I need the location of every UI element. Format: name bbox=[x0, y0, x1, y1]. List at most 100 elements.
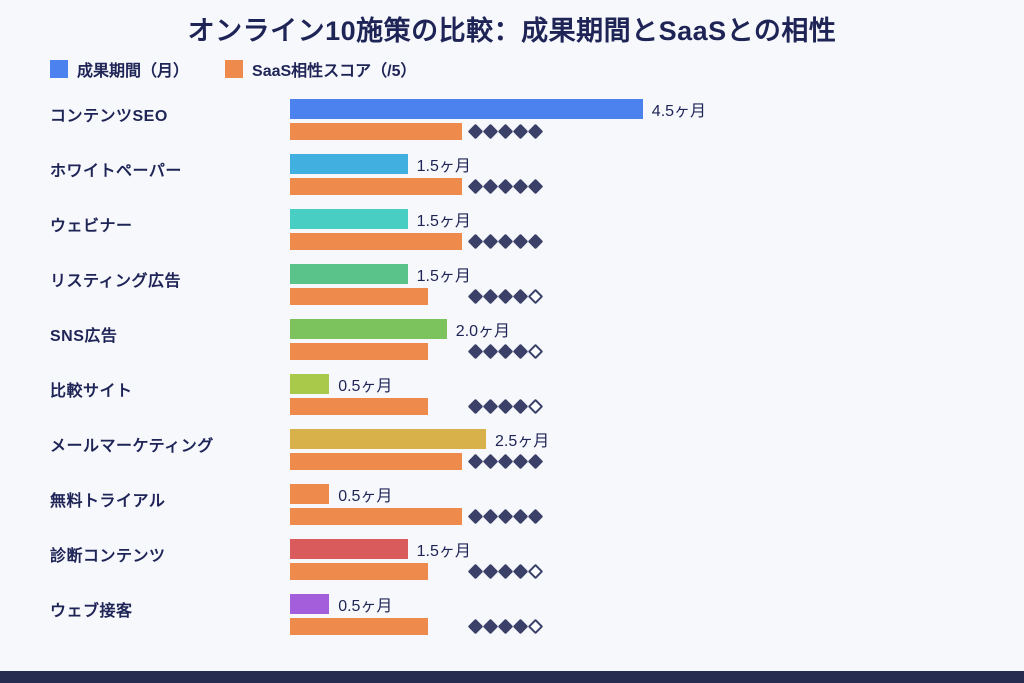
score-diamonds bbox=[467, 508, 544, 525]
legend-swatch-months bbox=[50, 60, 68, 78]
diamond-filled-icon bbox=[512, 508, 529, 525]
diamond-filled-icon bbox=[467, 178, 484, 195]
diamond-filled-icon bbox=[497, 233, 514, 250]
category-label: リスティング広告 bbox=[50, 273, 182, 290]
score-bar-line bbox=[290, 233, 1024, 250]
legend-item-score: SaaS相性スコア（/5） bbox=[225, 57, 417, 81]
diamond-filled-icon bbox=[497, 288, 514, 305]
diamond-filled-icon bbox=[497, 343, 514, 360]
chart-row: 比較サイト 0.5ヶ月 bbox=[0, 374, 1024, 415]
diamond-filled-icon bbox=[482, 398, 499, 415]
month-value-label: 2.0ヶ月 bbox=[455, 323, 511, 340]
row-bars: 0.5ヶ月 bbox=[290, 594, 1024, 635]
diamond-empty-icon bbox=[527, 398, 544, 415]
diamond-empty-icon bbox=[527, 563, 544, 580]
month-bar-line: 1.5ヶ月 bbox=[290, 154, 1024, 175]
chart-row: 無料トライアル 0.5ヶ月 bbox=[0, 484, 1024, 525]
score-bar-line bbox=[290, 288, 1024, 305]
diamond-filled-icon bbox=[497, 618, 514, 635]
score-diamonds bbox=[467, 288, 544, 305]
row-bars: 0.5ヶ月 bbox=[290, 374, 1024, 415]
diamond-filled-icon bbox=[512, 563, 529, 580]
footer-accent-bar bbox=[0, 671, 1024, 683]
diamond-filled-icon bbox=[467, 508, 484, 525]
row-bars: 0.5ヶ月 bbox=[290, 484, 1024, 525]
diamond-empty-icon bbox=[527, 343, 544, 360]
score-diamonds bbox=[467, 233, 544, 250]
month-bar bbox=[290, 429, 486, 449]
score-diamonds bbox=[467, 563, 544, 580]
month-bar bbox=[290, 99, 643, 119]
month-bar-line: 4.5ヶ月 bbox=[290, 99, 1024, 120]
score-bar bbox=[290, 453, 462, 470]
diamond-filled-icon bbox=[467, 398, 484, 415]
score-bar bbox=[290, 288, 428, 305]
diamond-filled-icon bbox=[482, 288, 499, 305]
legend-label-score: SaaS相性スコア（/5） bbox=[252, 63, 417, 80]
month-bar bbox=[290, 374, 330, 394]
month-bar bbox=[290, 484, 330, 504]
chart-row: メールマーケティング 2.5ヶ月 bbox=[0, 429, 1024, 470]
category-label: SNS広告 bbox=[50, 328, 118, 345]
score-diamonds bbox=[467, 453, 544, 470]
row-bars: 1.5ヶ月 bbox=[290, 539, 1024, 580]
month-bar-line: 1.5ヶ月 bbox=[290, 539, 1024, 560]
score-bar-line bbox=[290, 343, 1024, 360]
diamond-filled-icon bbox=[512, 233, 529, 250]
chart-row: リスティング広告 1.5ヶ月 bbox=[0, 264, 1024, 305]
diamond-filled-icon bbox=[482, 123, 499, 140]
row-bars: 4.5ヶ月 bbox=[290, 99, 1024, 140]
month-value-label: 1.5ヶ月 bbox=[416, 213, 471, 230]
month-bar-line: 1.5ヶ月 bbox=[290, 209, 1024, 230]
score-bar bbox=[290, 563, 428, 580]
diamond-empty-icon bbox=[527, 618, 544, 635]
score-diamonds bbox=[467, 343, 544, 360]
category-label: 比較サイト bbox=[50, 383, 133, 400]
row-bars: 2.5ヶ月 bbox=[290, 429, 1024, 470]
score-bar bbox=[290, 508, 462, 525]
month-value-label: 4.5ヶ月 bbox=[651, 103, 707, 120]
score-bar-line bbox=[290, 178, 1024, 195]
row-bars: 1.5ヶ月 bbox=[290, 154, 1024, 195]
diamond-filled-icon bbox=[482, 453, 499, 470]
diamond-filled-icon bbox=[527, 233, 544, 250]
legend-swatch-score bbox=[225, 60, 244, 78]
legend: 成果期間（月） SaaS相性スコア（/5） bbox=[50, 57, 1024, 81]
category-label: ウェブ接客 bbox=[50, 603, 133, 620]
chart-row: ウェビナー 1.5ヶ月 bbox=[0, 209, 1024, 250]
month-bar bbox=[290, 594, 330, 614]
score-diamonds bbox=[467, 398, 544, 415]
score-diamonds bbox=[467, 123, 544, 140]
month-bar bbox=[290, 319, 447, 339]
month-bar-line: 2.0ヶ月 bbox=[290, 319, 1024, 340]
month-bar bbox=[290, 209, 408, 229]
month-value-label: 0.5ヶ月 bbox=[338, 598, 393, 615]
row-bars: 1.5ヶ月 bbox=[290, 264, 1024, 305]
diamond-filled-icon bbox=[527, 453, 544, 470]
diamond-filled-icon bbox=[527, 178, 544, 195]
score-diamonds bbox=[467, 178, 544, 195]
month-bar bbox=[290, 539, 408, 559]
month-bar bbox=[290, 154, 408, 174]
diamond-filled-icon bbox=[497, 398, 514, 415]
month-bar-line: 1.5ヶ月 bbox=[290, 264, 1024, 285]
category-label: コンテンツSEO bbox=[50, 108, 168, 125]
score-bar-line bbox=[290, 508, 1024, 525]
diamond-filled-icon bbox=[482, 233, 499, 250]
row-bars: 1.5ヶ月 bbox=[290, 209, 1024, 250]
chart-row: ウェブ接客 0.5ヶ月 bbox=[0, 594, 1024, 635]
diamond-filled-icon bbox=[497, 453, 514, 470]
diamond-filled-icon bbox=[512, 343, 529, 360]
month-bar-line: 2.5ヶ月 bbox=[290, 429, 1024, 450]
diamond-filled-icon bbox=[497, 178, 514, 195]
diamond-filled-icon bbox=[482, 563, 499, 580]
category-label: 診断コンテンツ bbox=[50, 548, 166, 565]
score-bar bbox=[290, 618, 428, 635]
month-value-label: 0.5ヶ月 bbox=[338, 378, 393, 395]
month-value-label: 1.5ヶ月 bbox=[416, 543, 471, 560]
chart-row: コンテンツSEO 4.5ヶ月 bbox=[0, 99, 1024, 140]
chart-row: ホワイトペーパー 1.5ヶ月 bbox=[0, 154, 1024, 195]
score-diamonds bbox=[467, 618, 544, 635]
diamond-filled-icon bbox=[467, 563, 484, 580]
month-bar-line: 0.5ヶ月 bbox=[290, 374, 1024, 395]
